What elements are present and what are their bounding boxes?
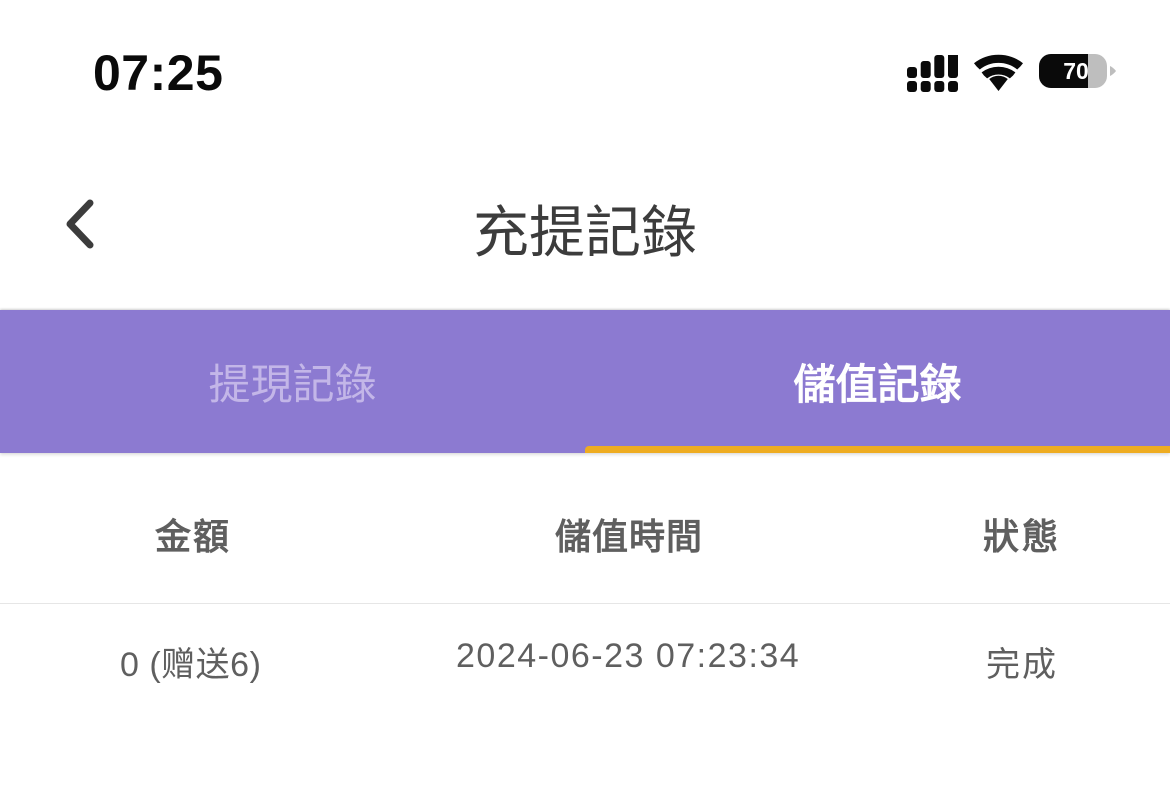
- svg-text:70: 70: [1063, 58, 1089, 84]
